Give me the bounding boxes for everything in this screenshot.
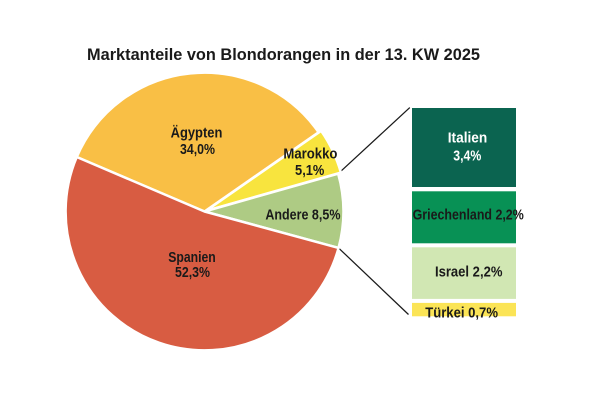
svg-text:3,4%: 3,4% [453, 147, 481, 164]
svg-text:Andere 8,5%: Andere 8,5% [265, 207, 340, 224]
svg-text:Italien: Italien [448, 130, 488, 147]
svg-text:Spanien: Spanien [168, 249, 216, 266]
svg-text:5,1%: 5,1% [295, 162, 324, 179]
svg-text:Marokko: Marokko [283, 146, 337, 163]
svg-text:Israel 2,2%: Israel 2,2% [435, 264, 503, 281]
svg-text:Türkei 0,7%: Türkei 0,7% [425, 305, 498, 322]
svg-text:52,3%: 52,3% [175, 264, 210, 281]
svg-text:Griechenland 2,2%: Griechenland 2,2% [413, 206, 524, 223]
svg-text:34,0%: 34,0% [180, 141, 215, 158]
svg-text:Ägypten: Ägypten [171, 124, 223, 141]
svg-text:Marktanteile von Blondorangen: Marktanteile von Blondorangen in der 13.… [87, 46, 480, 64]
